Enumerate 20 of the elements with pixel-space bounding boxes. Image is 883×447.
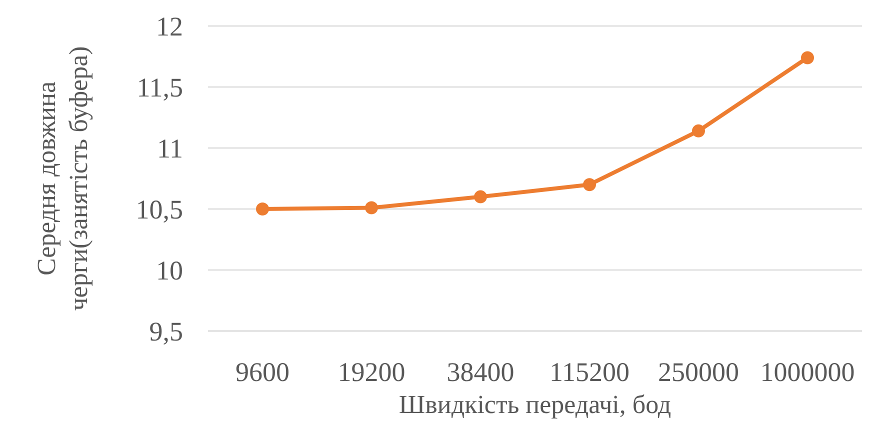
x-tick-label: 250000 [658,357,739,388]
y-axis-title: Середня довжина черги(занятість буфера) [32,46,94,311]
y-tick-label: 10 [156,256,183,286]
point [583,178,596,192]
x-tick-label: 115200 [550,357,630,388]
x-tick-label: 1000000 [760,357,855,388]
y-tick-label: 10,5 [136,194,183,225]
point [692,124,705,138]
x-tick-label: 9600 [236,357,290,388]
y-tick-label: 12 [156,12,183,42]
x-tick-label: 19200 [338,357,406,388]
point [256,202,269,216]
x-axis-title: Швидкість передачі, бод [398,390,672,419]
point [474,190,487,204]
point [801,51,814,64]
point [365,201,378,214]
x-tick-label: 38400 [446,357,514,388]
y-tick-label: 9,5 [149,316,183,347]
y-tick-label: 11,5 [136,72,183,103]
y-tick-label: 11 [157,134,183,164]
